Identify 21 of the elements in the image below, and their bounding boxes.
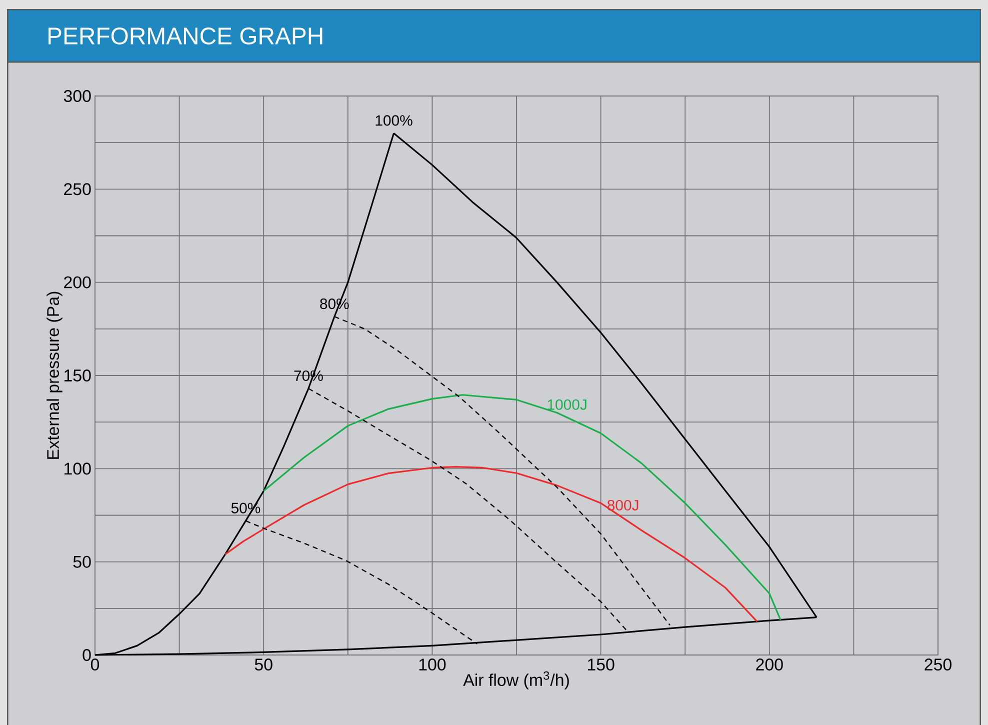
- chart-title: PERFORMANCE GRAPH: [48, 28, 322, 44]
- y-tick-label: 150: [64, 370, 91, 382]
- y-tick-label: 0: [82, 649, 91, 661]
- x-tick-label: 200: [756, 658, 783, 671]
- x-tick-label: 250: [924, 658, 952, 671]
- x-tick-label: 150: [588, 658, 614, 671]
- annotation: 100%: [376, 115, 412, 126]
- x-axis-title: Air flow (m$^{3}$/h): [463, 671, 569, 690]
- y-tick-label: 250: [64, 183, 91, 196]
- y-tick-label: 200: [64, 276, 91, 288]
- annotation: 1000J: [548, 399, 586, 410]
- y-axis-title: External pressure (Pa): [46, 292, 62, 459]
- annotation: 800J: [608, 500, 638, 511]
- y-tick-label: 50: [73, 556, 91, 568]
- line-series: [224, 466, 758, 622]
- y-tick-label: 100: [64, 462, 91, 475]
- x-tick-label: 50: [254, 658, 272, 671]
- x-tick-label: 100: [419, 658, 446, 671]
- x-tick-label: 0: [90, 658, 100, 671]
- y-tick-label: 300: [64, 90, 91, 102]
- line-series: [262, 394, 782, 621]
